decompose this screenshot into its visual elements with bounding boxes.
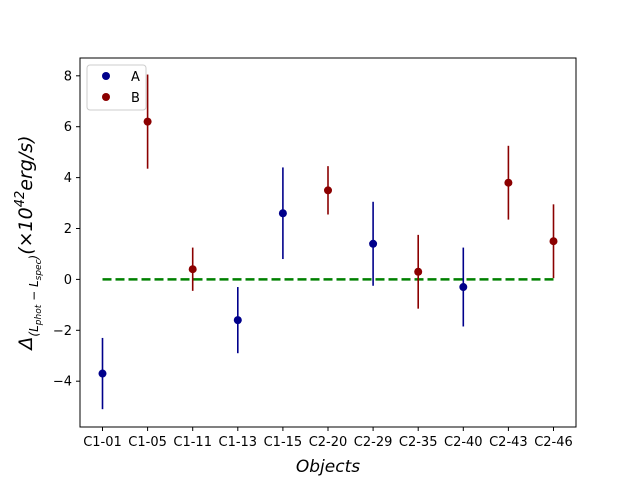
y-tick-label: 2 bbox=[64, 222, 72, 237]
y-title-sub-minus: − L bbox=[27, 280, 41, 304]
x-tick-label: C2-43 bbox=[489, 435, 528, 450]
x-axis: C1-01 C1-05 C1-11 C1-13 C1-15 C2-20 C2-29 C2-35… bbox=[83, 427, 573, 450]
legend-label-A: A bbox=[131, 70, 140, 85]
series-B bbox=[143, 74, 558, 309]
x-tick-label: C1-11 bbox=[173, 435, 212, 450]
legend-box bbox=[86, 64, 147, 111]
y-title-sub-spec: spec bbox=[34, 259, 44, 280]
x-tick-label: C2-40 bbox=[444, 435, 483, 450]
y-title-delta: Δ bbox=[15, 337, 37, 352]
y-tick-label: 6 bbox=[64, 120, 72, 135]
series-A bbox=[98, 167, 468, 410]
plot-frame bbox=[79, 57, 577, 428]
y-title-unit-open: (×10 bbox=[15, 207, 37, 255]
plot-content bbox=[98, 74, 558, 410]
y-axis: −4 −2 0 2 4 6 8 bbox=[53, 69, 80, 390]
data-point bbox=[188, 265, 197, 274]
legend-marker-A bbox=[102, 72, 110, 80]
legend-label-B: B bbox=[131, 91, 140, 106]
y-tick-label: 8 bbox=[64, 69, 72, 84]
x-axis-title: Objects bbox=[296, 457, 360, 477]
x-tick-label: C2-46 bbox=[534, 435, 573, 450]
data-point bbox=[459, 283, 468, 292]
x-tick-label: C1-05 bbox=[128, 435, 167, 450]
legend: AB bbox=[86, 64, 147, 111]
data-point bbox=[278, 209, 287, 218]
y-tick-label: −2 bbox=[53, 324, 72, 339]
y-title-unit-exp: 42 bbox=[13, 191, 28, 208]
y-tick-label: 4 bbox=[64, 171, 72, 186]
x-tick-label: C1-13 bbox=[219, 435, 258, 450]
svg-text:Δ(Lphot − Lspec)(×1042erg/s): Δ(Lphot − Lspec)(×1042erg/s) bbox=[13, 135, 44, 351]
data-point bbox=[324, 186, 332, 195]
data-point bbox=[549, 237, 558, 246]
legend-marker-B bbox=[102, 93, 110, 101]
x-tick-label: C2-35 bbox=[399, 435, 438, 450]
data-point bbox=[143, 117, 152, 126]
x-tick-label: C1-15 bbox=[264, 435, 303, 450]
data-point bbox=[504, 178, 513, 187]
y-axis-title: Δ(Lphot − Lspec)(×1042erg/s) bbox=[13, 135, 44, 351]
y-tick-label: −4 bbox=[53, 375, 72, 390]
y-title-sub-phot: phot bbox=[34, 304, 44, 326]
data-point bbox=[369, 239, 378, 248]
x-tick-label: C2-29 bbox=[354, 435, 393, 450]
y-tick-label: 0 bbox=[64, 273, 72, 288]
x-tick-label: C2-20 bbox=[309, 435, 348, 450]
data-point bbox=[414, 267, 423, 276]
x-tick-label: C1-01 bbox=[83, 435, 122, 450]
y-title-sub-open: (L bbox=[27, 325, 41, 336]
y-title-unit-close: erg/s) bbox=[15, 135, 37, 190]
y-title-sub-close: ) bbox=[27, 255, 41, 261]
data-point bbox=[233, 316, 242, 325]
data-point bbox=[98, 369, 107, 378]
